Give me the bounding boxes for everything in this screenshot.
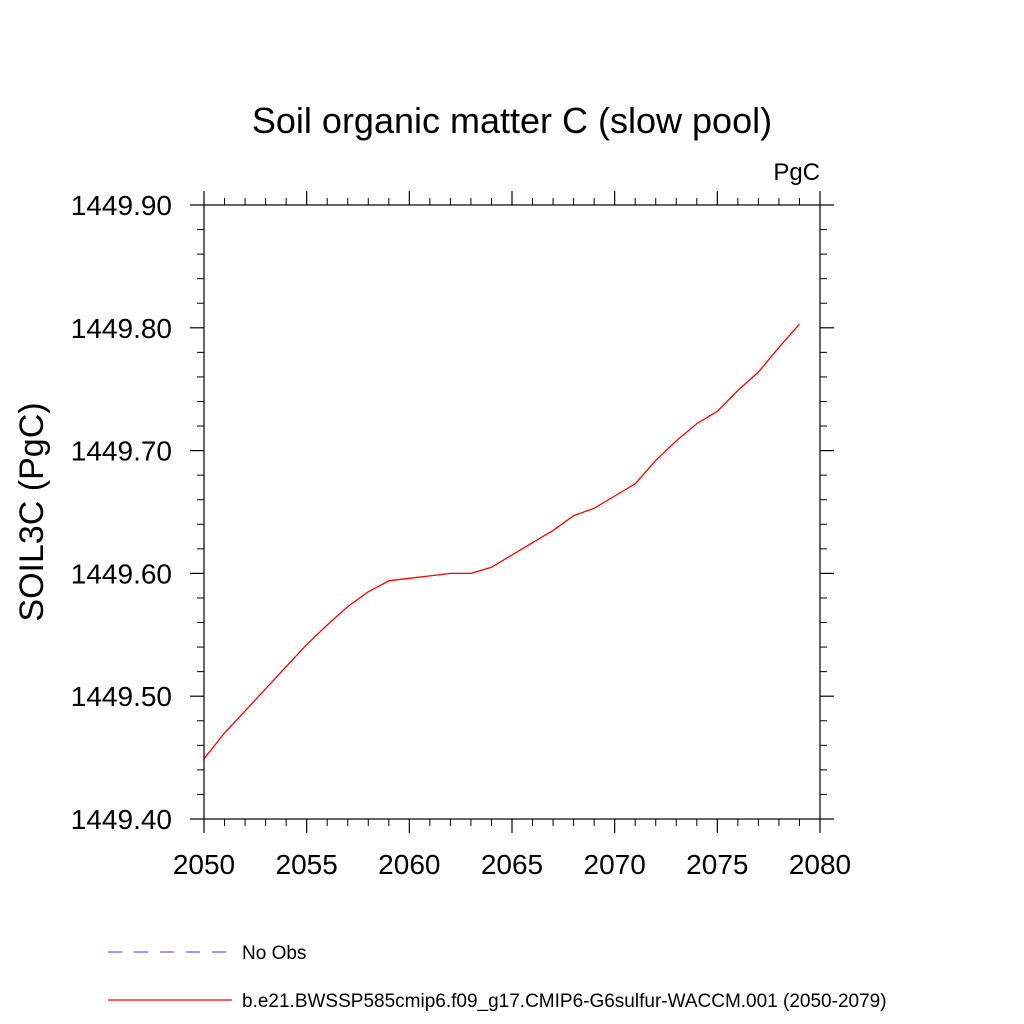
y-tick-label: 1449.90 xyxy=(71,190,172,221)
y-tick-label: 1449.70 xyxy=(71,436,172,467)
legend-label: No Obs xyxy=(242,943,306,964)
y-tick-label: 1449.40 xyxy=(71,804,172,835)
series-line xyxy=(203,323,800,760)
series-layer xyxy=(203,323,800,760)
plot-frame xyxy=(203,204,821,820)
y-tick-label: 1449.50 xyxy=(71,681,172,712)
x-tick-label: 2065 xyxy=(481,849,543,880)
y-tick-label: 1449.80 xyxy=(71,313,172,344)
chart-title: Soil organic matter C (slow pool) xyxy=(252,100,772,141)
x-tick-label: 2055 xyxy=(276,849,338,880)
legend: No Obs b.e21.BWSSP585cmip6.f09_g17.CMIP6-… xyxy=(108,943,887,1012)
x-tick-labels: 2050 2055 2060 2065 2070 2075 2080 xyxy=(173,849,851,880)
units-label: PgC xyxy=(773,159,820,186)
x-tick-label: 2075 xyxy=(686,849,748,880)
y-axis-label: SOIL3C (PgC) xyxy=(13,402,51,621)
axis-ticks xyxy=(190,191,834,833)
y-tick-labels: 1449.40 1449.50 1449.60 1449.70 1449.80 1449.… xyxy=(71,190,172,835)
y-tick-label: 1449.60 xyxy=(71,558,172,589)
legend-label: b.e21.BWSSP585cmip6.f09_g17.CMIP6-G6sulf… xyxy=(242,991,887,1012)
x-tick-label: 2060 xyxy=(378,849,440,880)
x-tick-label: 2080 xyxy=(789,849,851,880)
x-tick-label: 2070 xyxy=(584,849,646,880)
x-tick-label: 2050 xyxy=(173,849,235,880)
